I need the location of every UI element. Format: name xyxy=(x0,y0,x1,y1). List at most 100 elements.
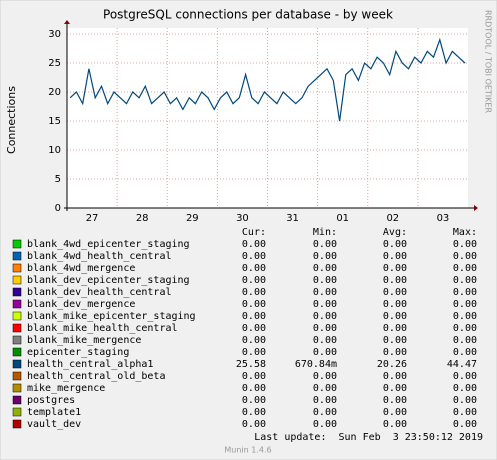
legend-value: 0.00 xyxy=(313,419,337,430)
legend-value: 0.00 xyxy=(242,239,266,250)
legend-swatch xyxy=(12,395,22,405)
axis-arrow xyxy=(64,20,70,24)
legend-value: 0.00 xyxy=(383,311,407,322)
last-update: Last update: Sun Feb 3 23:50:12 2019 xyxy=(254,432,483,443)
chart-title: PostgreSQL connections per database - by… xyxy=(103,8,393,22)
footer: Munin 1.4.6 xyxy=(224,446,271,455)
legend-value: 0.00 xyxy=(453,383,477,394)
legend-value: 0.00 xyxy=(453,239,477,250)
legend-name: blank_dev_mergence xyxy=(27,299,135,310)
legend-header: Min: xyxy=(313,227,337,238)
legend-value: 0.00 xyxy=(242,335,266,346)
legend-header: Max: xyxy=(453,227,477,238)
legend-value: 0.00 xyxy=(313,239,337,250)
legend-value: 0.00 xyxy=(242,311,266,322)
legend-name: epicenter_staging xyxy=(27,347,129,358)
legend-name: blank_mike_health_central xyxy=(27,323,178,334)
legend-value: 0.00 xyxy=(453,323,477,334)
legend-name: blank_4wd_health_central xyxy=(27,251,172,262)
legend-value: 0.00 xyxy=(242,251,266,262)
legend-value: 0.00 xyxy=(383,347,407,358)
legend-value: 0.00 xyxy=(242,347,266,358)
legend-value: 0.00 xyxy=(383,263,407,274)
y-tick-label: 0 xyxy=(55,203,61,214)
legend-value: 0.00 xyxy=(453,347,477,358)
legend-value: 0.00 xyxy=(242,299,266,310)
legend-value: 0.00 xyxy=(383,383,407,394)
x-tick-label: 28 xyxy=(136,213,149,224)
legend-name: vault_dev xyxy=(27,419,81,430)
x-tick-label: 30 xyxy=(236,213,249,224)
legend-value: 0.00 xyxy=(313,371,337,382)
y-tick-label: 5 xyxy=(55,174,61,185)
y-tick-label: 30 xyxy=(48,29,61,40)
legend-value: 0.00 xyxy=(313,263,337,274)
data-line xyxy=(69,37,466,122)
legend-swatch xyxy=(12,251,22,261)
legend-value: 44.47 xyxy=(447,359,477,370)
side-label: RRDTOOL / TOBI OETIKER xyxy=(484,10,493,113)
y-tick-label: 15 xyxy=(48,116,61,127)
legend-value: 0.00 xyxy=(383,407,407,418)
y-tick-label: 25 xyxy=(48,58,61,69)
legend-value: 0.00 xyxy=(242,395,266,406)
legend-value: 0.00 xyxy=(453,371,477,382)
legend-name: blank_dev_epicenter_staging xyxy=(27,275,190,286)
legend-swatch xyxy=(12,347,22,357)
legend-value: 0.00 xyxy=(383,299,407,310)
legend-value: 0.00 xyxy=(242,323,266,334)
legend-value: 0.00 xyxy=(313,311,337,322)
legend-value: 0.00 xyxy=(313,299,337,310)
legend-value: 0.00 xyxy=(383,335,407,346)
legend-value: 20.26 xyxy=(377,359,407,370)
legend-value: 0.00 xyxy=(383,371,407,382)
legend-value: 0.00 xyxy=(453,299,477,310)
legend-header: Cur: xyxy=(242,227,266,238)
legend-value: 0.00 xyxy=(453,275,477,286)
x-tick-label: 29 xyxy=(186,213,199,224)
legend-name: blank_mike_epicenter_staging xyxy=(27,311,196,322)
legend-name: template1 xyxy=(27,407,81,418)
legend-swatch xyxy=(12,263,22,273)
legend-name: blank_mike_mergence xyxy=(27,335,141,346)
legend-value: 0.00 xyxy=(313,275,337,286)
legend-value: 0.00 xyxy=(383,239,407,250)
legend-value: 0.00 xyxy=(453,395,477,406)
legend-value: 0.00 xyxy=(383,395,407,406)
legend-name: blank_dev_health_central xyxy=(27,287,172,298)
x-tick-label: 03 xyxy=(437,213,450,224)
legend-value: 0.00 xyxy=(242,263,266,274)
legend-swatch xyxy=(12,371,22,381)
legend-value: 0.00 xyxy=(453,335,477,346)
legend-swatch xyxy=(12,287,22,297)
legend-value: 0.00 xyxy=(313,383,337,394)
legend-value: 0.00 xyxy=(453,251,477,262)
legend-value: 0.00 xyxy=(313,395,337,406)
legend-value: 0.00 xyxy=(313,323,337,334)
legend-value: 0.00 xyxy=(453,419,477,430)
legend-value: 0.00 xyxy=(383,275,407,286)
legend-name: mike_mergence xyxy=(27,383,105,394)
legend-value: 0.00 xyxy=(242,275,266,286)
legend-value: 0.00 xyxy=(453,407,477,418)
legend-value: 0.00 xyxy=(383,251,407,262)
legend-swatch xyxy=(12,359,22,369)
legend-value: 0.00 xyxy=(453,287,477,298)
legend-swatch xyxy=(12,299,22,309)
x-tick-label: 31 xyxy=(286,213,299,224)
y-axis-label: Connections xyxy=(5,86,18,154)
x-tick-label: 02 xyxy=(386,213,399,224)
legend-value: 0.00 xyxy=(313,335,337,346)
legend-value: 0.00 xyxy=(383,287,407,298)
legend-name: health_central_alpha1 xyxy=(27,359,153,370)
legend-value: 0.00 xyxy=(453,311,477,322)
x-tick-label: 27 xyxy=(86,213,99,224)
legend-value: 25.58 xyxy=(236,359,266,370)
legend-value: 0.00 xyxy=(313,407,337,418)
legend-value: 0.00 xyxy=(313,347,337,358)
legend-value: 0.00 xyxy=(242,407,266,418)
legend-value: 0.00 xyxy=(242,419,266,430)
y-tick-label: 10 xyxy=(48,145,61,156)
legend-value: 0.00 xyxy=(242,371,266,382)
legend-swatch xyxy=(12,275,22,285)
